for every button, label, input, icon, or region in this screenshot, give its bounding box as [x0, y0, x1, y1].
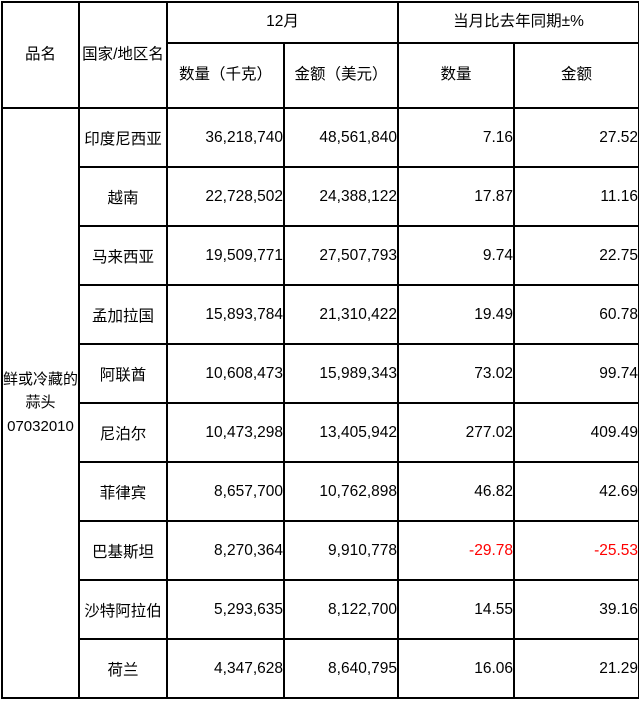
product-hs-code: 07032010 [7, 417, 74, 435]
header-product-name: 品名 [1, 1, 80, 109]
product-name: 鲜或冷藏的蒜头 [3, 371, 79, 412]
table-row: 沙特阿拉伯 5,293,635 8,122,700 14.55 39.16 [2, 579, 639, 640]
qty-pct-cell: 46.82 [397, 461, 515, 522]
amount-usd-cell: 27,507,793 [283, 225, 399, 286]
amount-pct-cell: 60.78 [512, 284, 639, 345]
country-cell: 阿联酋 [78, 343, 168, 404]
amount-usd-cell: 9,910,778 [283, 520, 399, 581]
amount-usd-cell: 15,989,343 [283, 343, 399, 404]
amount-pct-cell: 22.75 [512, 225, 639, 286]
table-row: 荷兰 4,347,628 8,640,795 16.06 21.29 [2, 638, 639, 699]
amount-pct-cell: 99.74 [512, 343, 639, 404]
header-month-group: 12月 [166, 1, 399, 44]
table-row: 菲律宾 8,657,700 10,762,898 46.82 42.69 [2, 461, 639, 522]
qty-kg-cell: 22,728,502 [166, 166, 285, 227]
header-row-groups: 品名 国家/地区名 12月 当月比去年同期±% [1, 1, 639, 109]
country-cell: 沙特阿拉伯 [78, 579, 168, 640]
country-cell: 巴基斯坦 [78, 520, 168, 581]
amount-pct-cell: -25.53 [512, 520, 639, 581]
table-row: 孟加拉国 15,893,784 21,310,422 19.49 60.78 [2, 284, 639, 345]
qty-pct-cell: -29.78 [397, 520, 515, 581]
header-row-sub: 数量（千克） 金额（美元） 数量 金额 [2, 42, 639, 109]
qty-kg-cell: 8,270,364 [166, 520, 285, 581]
table-row: 越南 22,728,502 24,388,122 17.87 11.16 [2, 166, 639, 227]
header-yoy-quantity: 数量 [397, 42, 515, 109]
amount-pct-cell: 11.16 [512, 166, 639, 227]
header-country-region: 国家/地区名 [78, 1, 168, 109]
header-yoy-group: 当月比去年同期±% [396, 1, 639, 44]
amount-usd-cell: 8,640,795 [283, 638, 399, 699]
amount-usd-cell: 24,388,122 [283, 166, 399, 227]
qty-kg-cell: 8,657,700 [166, 461, 285, 522]
amount-usd-cell: 8,122,700 [283, 579, 399, 640]
qty-kg-cell: 19,509,771 [166, 225, 285, 286]
amount-pct-cell: 39.16 [512, 579, 639, 640]
country-cell: 菲律宾 [78, 461, 168, 522]
table-row: 巴基斯坦 8,270,364 9,910,778 -29.78 -25.53 [2, 520, 639, 581]
table-row: 马来西亚 19,509,771 27,507,793 9.74 22.75 [2, 225, 639, 286]
header-quantity-kg: 数量（千克） [166, 42, 285, 109]
qty-kg-cell: 4,347,628 [166, 638, 285, 699]
country-cell: 马来西亚 [78, 225, 168, 286]
amount-usd-cell: 13,405,942 [283, 402, 399, 463]
qty-kg-cell: 36,218,740 [166, 107, 285, 168]
table-row: 阿联酋 10,608,473 15,989,343 73.02 99.74 [2, 343, 639, 404]
qty-pct-cell: 7.16 [397, 107, 515, 168]
qty-pct-cell: 277.02 [397, 402, 515, 463]
table-row: 鲜或冷藏的蒜头 07032010 印度尼西亚 36,218,740 48,561… [1, 107, 639, 699]
amount-pct-cell: 27.52 [512, 107, 639, 168]
amount-pct-cell: 21.29 [512, 638, 639, 699]
product-cell: 鲜或冷藏的蒜头 07032010 [1, 107, 80, 699]
table-row: 尼泊尔 10,473,298 13,405,942 277.02 409.49 [2, 402, 639, 463]
qty-kg-cell: 5,293,635 [166, 579, 285, 640]
amount-usd-cell: 10,762,898 [283, 461, 399, 522]
amount-usd-cell: 21,310,422 [283, 284, 399, 345]
amount-pct-cell: 409.49 [512, 402, 639, 463]
country-cell: 尼泊尔 [78, 402, 168, 463]
qty-pct-cell: 16.06 [397, 638, 515, 699]
qty-pct-cell: 14.55 [397, 579, 515, 640]
country-cell: 印度尼西亚 [78, 107, 168, 168]
qty-pct-cell: 19.49 [397, 284, 515, 345]
country-cell: 越南 [78, 166, 168, 227]
header-yoy-amount: 金额 [512, 42, 639, 109]
amount-usd-cell: 48,561,840 [283, 107, 399, 168]
qty-kg-cell: 10,473,298 [166, 402, 285, 463]
qty-pct-cell: 9.74 [397, 225, 515, 286]
qty-kg-cell: 15,893,784 [166, 284, 285, 345]
qty-pct-cell: 17.87 [397, 166, 515, 227]
country-cell: 荷兰 [78, 638, 168, 699]
amount-pct-cell: 42.69 [512, 461, 639, 522]
header-amount-usd: 金额（美元） [283, 42, 399, 109]
qty-pct-cell: 73.02 [397, 343, 515, 404]
country-cell: 孟加拉国 [78, 284, 168, 345]
qty-kg-cell: 10,608,473 [166, 343, 285, 404]
